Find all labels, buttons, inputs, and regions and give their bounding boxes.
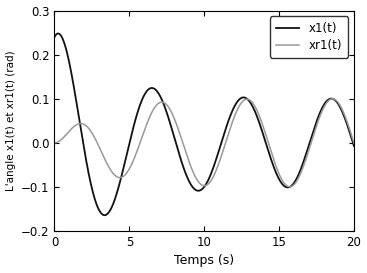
xr1(t) — [195, 178, 199, 181]
x1(t) — [270, 161, 275, 164]
xr1(t) — [343, 114, 347, 118]
x1(t) — [56, 32, 60, 35]
xr1(t) — [52, 141, 57, 144]
xr1(t) — [330, 97, 335, 100]
Y-axis label: L'angle x1(t) et xr1(t) (rad): L'angle x1(t) et xr1(t) (rad) — [6, 51, 15, 191]
xr1(t) — [181, 141, 185, 144]
xr1(t) — [270, 153, 274, 156]
x1(t) — [178, 157, 183, 160]
x1(t) — [352, 144, 356, 148]
x1(t) — [343, 117, 347, 120]
xr1(t) — [287, 185, 292, 188]
x1(t) — [181, 164, 185, 167]
Line: xr1(t): xr1(t) — [54, 99, 354, 187]
x1(t) — [328, 97, 332, 100]
x1(t) — [102, 213, 107, 217]
x1(t) — [195, 189, 199, 192]
xr1(t) — [352, 142, 356, 145]
xr1(t) — [178, 133, 182, 137]
Line: x1(t): x1(t) — [54, 34, 354, 215]
xr1(t) — [328, 98, 332, 101]
Legend: x1(t), xr1(t): x1(t), xr1(t) — [270, 16, 348, 58]
X-axis label: Temps (s): Temps (s) — [174, 254, 234, 268]
x1(t) — [52, 35, 57, 39]
